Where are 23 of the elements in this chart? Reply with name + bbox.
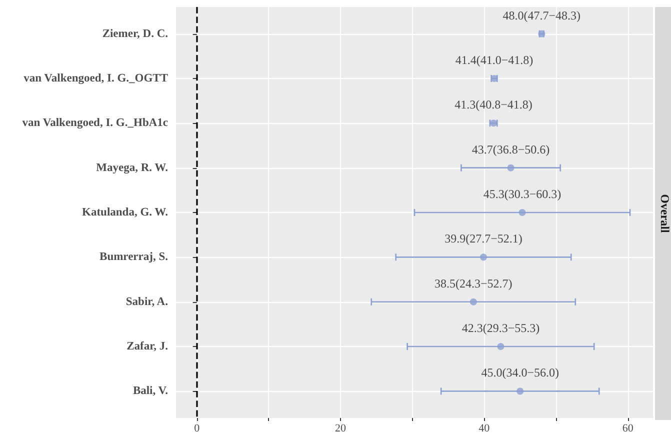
y-tick-label: Ziemer, D. C. (102, 28, 168, 40)
y-tick-label: van Valkengoed, I. G._OGTT (24, 72, 168, 84)
y-tick-label: Bumrerraj, S. (100, 251, 168, 264)
y-tick-label: Mayega, R. W. (96, 162, 168, 174)
data-label: 48.0(47.7−48.3) (502, 8, 581, 22)
data-label: 38.5(24.3−52.7) (434, 276, 512, 290)
data-label: 39.9(27.7−52.1) (444, 232, 522, 246)
data-label: 41.4(41.0−41.8) (455, 52, 534, 67)
y-tick-label: van Valkengoed, I. G._HbA1c (22, 117, 168, 130)
x-tick-label: 40 (478, 422, 490, 434)
y-tick-label: Sabir, A. (126, 296, 168, 308)
y-tick-label: Katulanda, G. W. (82, 206, 168, 218)
y-tick-label: Zafar, J. (126, 340, 168, 353)
data-label: 45.3(30.3−60.3) (483, 187, 562, 201)
data-label: 43.7(36.8−50.6) (472, 142, 550, 156)
data-label: 41.3(40.8−41.8) (454, 98, 532, 112)
y-tick-label: Bali, V. (132, 385, 168, 398)
text: Overall (658, 194, 671, 234)
data-label: 45.0(34.0−56.0) (481, 366, 559, 380)
x-tick-label: 20 (335, 422, 347, 434)
x-tick-label: 60 (622, 422, 634, 434)
x-tick-label: 0 (194, 422, 200, 434)
data-label: 42.3(29.3−55.3) (462, 321, 540, 336)
